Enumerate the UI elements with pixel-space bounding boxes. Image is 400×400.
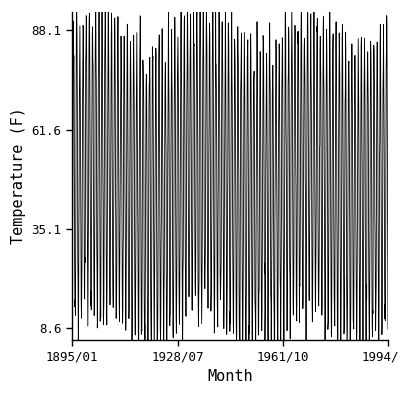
- X-axis label: Month: Month: [207, 369, 253, 384]
- Y-axis label: Temperature (F): Temperature (F): [11, 108, 26, 244]
